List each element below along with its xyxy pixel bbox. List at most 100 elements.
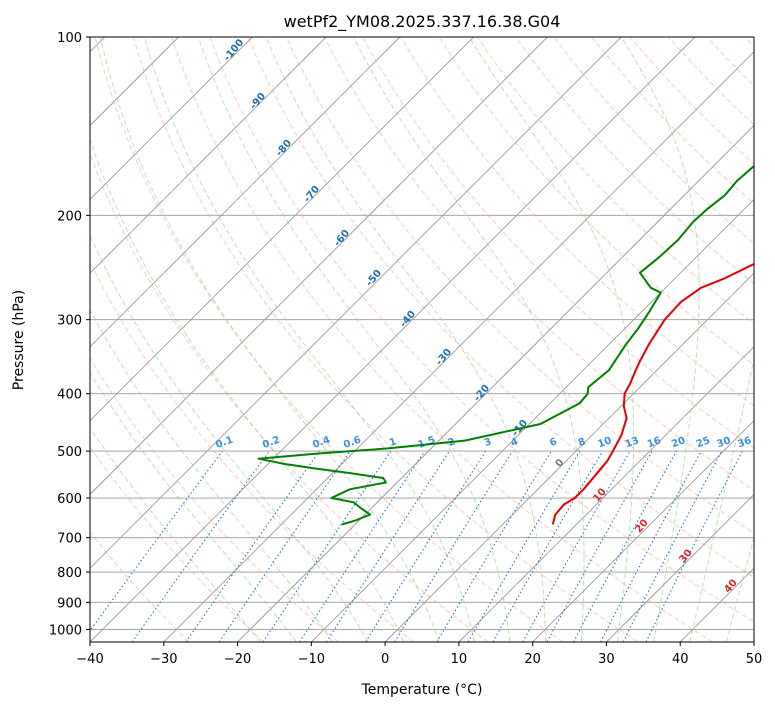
plot-frame — [89, 36, 755, 643]
mixing-ratio-line — [394, 450, 513, 642]
mixing-ratio-line — [131, 450, 270, 642]
isotherm-label: 30 — [677, 547, 694, 565]
isotherm-label: 10 — [591, 486, 608, 504]
dry-adiabat — [476, 37, 754, 325]
dry-adiabat — [285, 37, 754, 535]
dry-adiabat — [438, 37, 754, 366]
x-tick-label: 50 — [746, 652, 763, 667]
mixing-ratio-label: 0.2 — [261, 435, 281, 451]
moist-adiabat — [726, 535, 754, 642]
dry-adiabat — [553, 37, 754, 245]
mixing-ratio-label: 0.4 — [311, 435, 331, 451]
dry-adiabat — [132, 37, 639, 642]
isotherm-label: -100 — [222, 37, 247, 63]
mixing-ratio-label: 25 — [695, 435, 712, 450]
mixing-ratio-label: 0.1 — [214, 435, 234, 451]
isotherm-label: -80 — [274, 138, 294, 159]
mixing-ratio-label: 30 — [715, 435, 732, 450]
mixing-ratio-line — [546, 450, 653, 642]
moist-adiabat — [90, 371, 297, 642]
mixing-ratio-label: 36 — [736, 435, 753, 450]
mixing-ratio-line — [573, 450, 677, 642]
isotherm-label: 40 — [722, 577, 739, 595]
mixing-ratio-line — [218, 450, 351, 642]
isotherm-line — [90, 37, 696, 642]
dry-adiabat — [94, 37, 564, 642]
x-tick-label: 30 — [598, 652, 615, 667]
isotherm-line — [458, 346, 754, 642]
x-tick-label: 20 — [524, 652, 541, 667]
x-tick-label: 0 — [381, 652, 389, 667]
x-tick-label: 40 — [672, 652, 689, 667]
mixing-ratio-label: 4 — [509, 436, 519, 449]
x-tick-label: −30 — [150, 652, 177, 667]
isotherm-line — [90, 37, 327, 274]
mixing-ratio-line — [185, 450, 320, 642]
moist-adiabat — [99, 37, 440, 642]
dry-adiabat — [90, 446, 265, 642]
isotherm-label: 0 — [554, 457, 567, 469]
dry-adiabat — [515, 37, 754, 285]
mixing-ratio-label: 0.6 — [342, 435, 362, 451]
mixing-ratio-label: 3 — [483, 436, 493, 449]
isotherm-line — [163, 51, 754, 642]
isotherm-line — [237, 124, 754, 642]
moist-adiabat — [689, 356, 754, 642]
y-tick-label: 400 — [57, 388, 82, 403]
y-tick-label: 700 — [57, 532, 82, 547]
x-tick-label: 10 — [451, 652, 468, 667]
dry-adiabat — [90, 531, 190, 642]
y-axis: 100 200 300 400 500 600 700 800 900 1000 — [49, 31, 90, 638]
mixing-ratio-line — [325, 450, 450, 642]
isotherm-line — [753, 641, 754, 642]
dry-adiabat — [706, 37, 754, 87]
y-tick-label: 500 — [57, 445, 82, 460]
moist-adiabat — [90, 234, 369, 642]
mixing-ratio-label: 16 — [646, 435, 663, 450]
temperature-profile — [551, 262, 754, 525]
mixing-ratio-line — [645, 450, 743, 642]
isotherm-line — [90, 37, 474, 422]
y-tick-label: 1000 — [49, 623, 82, 638]
moist-adiabat — [620, 37, 700, 642]
mixing-ratio-label: 13 — [624, 435, 641, 450]
isotherm-label: -20 — [472, 383, 492, 404]
background-lines — [90, 37, 754, 642]
dry-adiabat — [323, 37, 754, 491]
dewpoint-profile — [257, 164, 754, 526]
mixing-ratio-line — [90, 450, 223, 632]
dry-adiabat — [171, 37, 713, 642]
y-tick-label: 200 — [57, 209, 82, 224]
isotherm-line — [532, 420, 754, 642]
moist-adiabat — [143, 37, 475, 642]
y-tick-label: 800 — [57, 566, 82, 581]
moist-adiabat — [90, 308, 333, 642]
mixing-ratio-line — [622, 450, 723, 642]
mixing-ratio-label: 10 — [596, 435, 613, 450]
dry-adiabat — [90, 260, 414, 642]
y-axis-title: Pressure (hPa) — [11, 290, 27, 390]
dry-adiabat — [209, 37, 754, 623]
y-tick-label: 100 — [57, 31, 82, 46]
dry-adiabat — [744, 37, 754, 47]
x-tick-label: −10 — [298, 652, 325, 667]
mixing-ratio-line — [262, 450, 392, 642]
isotherm-label: -40 — [398, 309, 418, 330]
isotherm-label: -70 — [302, 184, 322, 205]
chart-title: wetPf2_YM08.2025.337.16.38.G04 — [284, 12, 561, 32]
y-tick-label: 300 — [57, 314, 82, 329]
y-tick-label: 600 — [57, 492, 82, 507]
moist-adiabat — [265, 37, 547, 642]
sounding-series — [257, 164, 754, 526]
isotherm-line — [90, 37, 253, 200]
mixing-ratio-line — [436, 450, 552, 642]
dry-adiabat — [90, 152, 489, 642]
isotherm-line — [90, 37, 401, 348]
isotherm-label: -30 — [434, 347, 454, 368]
mixing-ratio-label: 6 — [548, 436, 558, 449]
isotherm-line — [311, 198, 754, 642]
isotherm-line — [679, 567, 754, 642]
dry-adiabat — [362, 37, 754, 449]
moist-adiabat — [90, 426, 261, 642]
y-tick-label: 900 — [57, 596, 82, 611]
